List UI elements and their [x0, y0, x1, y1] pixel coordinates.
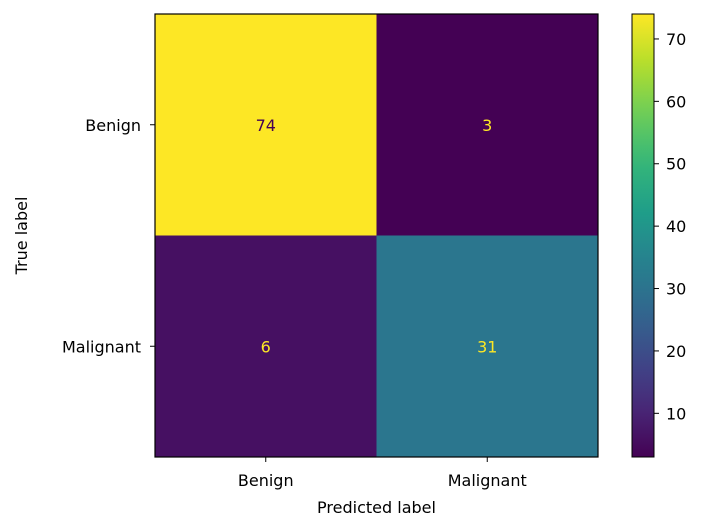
y-tick-label: Benign	[85, 116, 141, 135]
heatmap-cell	[155, 235, 377, 458]
heatmap-cells	[155, 14, 599, 458]
heatmap-cell	[376, 14, 599, 236]
heatmap-cell	[376, 235, 599, 458]
cell-value-label: 74	[256, 116, 276, 135]
colorbar-ticks: 10 20 30 40 50 60 70	[654, 30, 686, 423]
colorbar	[631, 13, 655, 458]
x-tick-label: Benign	[238, 471, 294, 490]
heatmap-cell	[155, 14, 377, 236]
cell-value-label: 31	[477, 337, 497, 356]
x-axis-label: Predicted label	[317, 498, 436, 517]
plot-frame	[154, 13, 599, 458]
colorbar-tick-label: 10	[666, 404, 686, 423]
cell-value-labels: 74 3 6 31	[256, 116, 498, 357]
cell-value-label: 3	[482, 116, 492, 135]
y-axis-ticks: Benign Malignant	[62, 116, 155, 356]
colorbar-tick-label: 70	[666, 30, 686, 49]
cell-value-label: 6	[261, 337, 271, 356]
colorbar-tick-label: 60	[666, 92, 686, 111]
colorbar-tick-label: 20	[666, 342, 686, 361]
y-axis-label: True label	[12, 197, 31, 276]
colorbar-tick-label: 50	[666, 155, 686, 174]
colorbar-tick-label: 40	[666, 217, 686, 236]
y-tick-label: Malignant	[62, 337, 141, 356]
x-tick-label: Malignant	[448, 471, 527, 490]
x-axis-ticks: Benign Malignant	[238, 457, 527, 490]
colorbar-tick-label: 30	[666, 280, 686, 299]
